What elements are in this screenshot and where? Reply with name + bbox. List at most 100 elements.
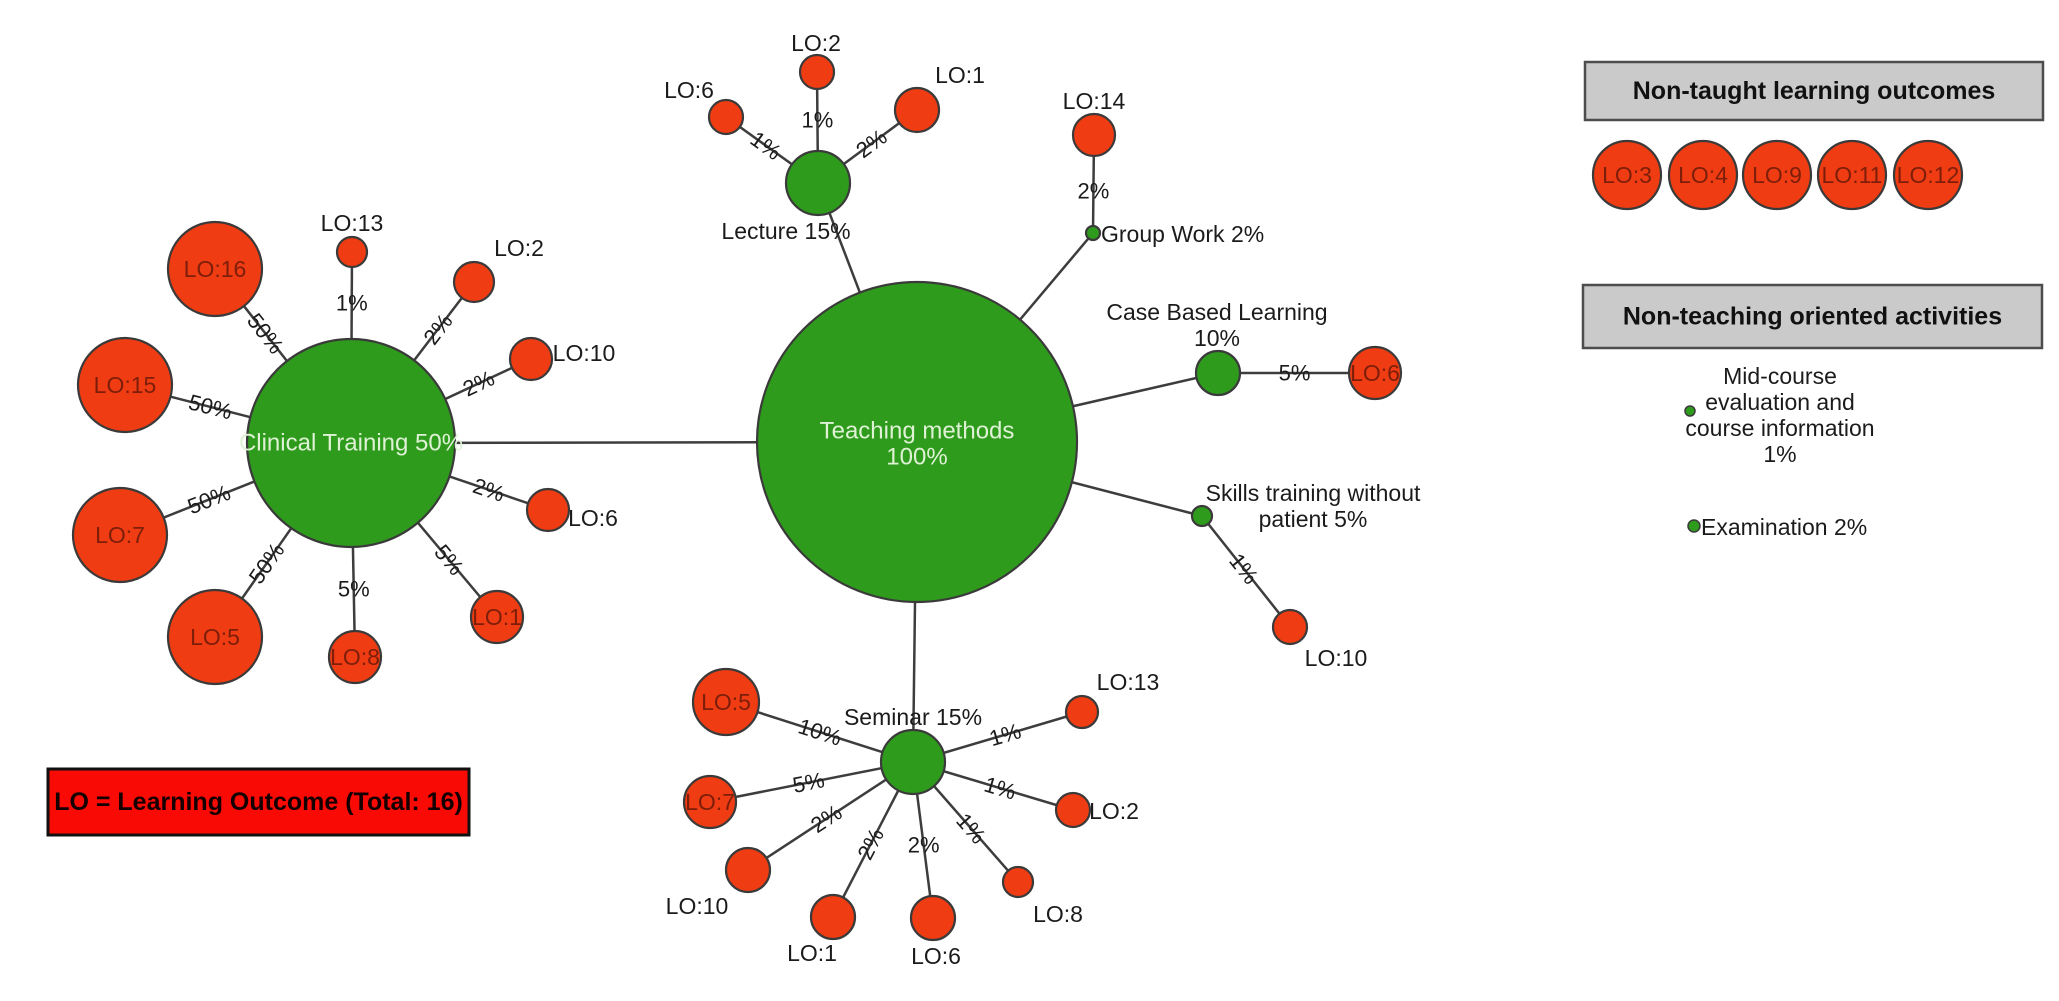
panel-title-1: Non-teaching oriented activities xyxy=(1623,303,2002,331)
edge-label-clinical-c15: 50% xyxy=(186,389,235,424)
node-label-casebased-line0: Case Based Learning xyxy=(1106,299,1327,325)
node-label-clinical: Clinical Training 50% xyxy=(239,430,463,457)
activity-dot-1 xyxy=(1687,519,1701,533)
panel-lo-label: LO:4 xyxy=(1678,162,1728,188)
node-label-se1: LO:1 xyxy=(787,940,837,966)
node-label-se6: LO:6 xyxy=(911,943,961,969)
edge-label-clinical-c1: 5% xyxy=(429,540,469,580)
edge-label-lecture-l2: 1% xyxy=(802,108,834,133)
node-label-c16: LO:16 xyxy=(184,256,247,282)
activity-dot-0 xyxy=(1684,405,1696,417)
edge-label-clinical-c7: 50% xyxy=(184,480,234,520)
hub-node-casebased xyxy=(1194,349,1242,397)
node-label-l1: LO:1 xyxy=(935,62,985,88)
panel-title-0: Non-taught learning outcomes xyxy=(1633,77,1996,105)
lo-node-cb6 xyxy=(1347,345,1403,401)
node-label-l6: LO:6 xyxy=(664,77,714,103)
panel-lo-node-lo-9 xyxy=(1741,139,1813,211)
node-label-groupwork: Group Work 2% xyxy=(1101,221,1264,247)
edge-label-casebased-cb6: 5% xyxy=(1279,361,1311,386)
edge-label-lecture-l1: 2% xyxy=(851,124,891,163)
node-label-c1: LO:1 xyxy=(472,604,522,630)
node-label-se5: LO:5 xyxy=(701,689,751,715)
panel-lo-node-lo-4 xyxy=(1667,139,1739,211)
lo-node-l6 xyxy=(707,98,745,136)
edge-label-groupwork-g14: 2% xyxy=(1078,178,1110,203)
activity-label-1-line0: Examination 2% xyxy=(1701,514,1867,540)
node-label-c2: LO:2 xyxy=(494,235,544,261)
edge-label-seminar-se2: 1% xyxy=(981,772,1019,805)
lo-node-c10 xyxy=(508,336,554,382)
lo-node-g14 xyxy=(1071,112,1117,158)
edge-label-clinical-c6: 2% xyxy=(470,473,508,507)
panel-lo-label: LO:12 xyxy=(1897,162,1960,188)
node-label-teaching-line0: Teaching methods xyxy=(820,418,1015,445)
lo-node-c1 xyxy=(469,589,525,645)
node-label-lecture: Lecture 15% xyxy=(721,218,850,244)
panel-lo-node-lo-12 xyxy=(1892,139,1964,211)
node-label-skills-line0: Skills training without xyxy=(1206,480,1421,506)
lo-node-se1 xyxy=(809,893,857,941)
node-label-c10: LO:10 xyxy=(553,340,616,366)
lo-node-l1 xyxy=(893,86,941,134)
hub-node-skills xyxy=(1190,504,1214,528)
lo-node-c16 xyxy=(166,220,264,318)
edge-label-seminar-se6: 2% xyxy=(908,832,940,857)
lo-node-c8 xyxy=(327,629,383,685)
hub-node-teaching xyxy=(755,280,1079,604)
activity-label-0-line2: course information xyxy=(1685,415,1874,441)
node-label-teaching-line1: 100% xyxy=(886,444,947,471)
activity-label-0-line0: Mid-course xyxy=(1723,363,1837,389)
edge-label-clinical-c8: 5% xyxy=(338,576,370,601)
lo-node-l2 xyxy=(798,53,836,91)
node-label-c6: LO:6 xyxy=(568,505,618,531)
legend-label: LO = Learning Outcome (Total: 16) xyxy=(54,788,463,816)
lo-node-se6 xyxy=(909,894,957,942)
lo-node-se5 xyxy=(691,667,761,737)
lo-node-se2 xyxy=(1054,791,1092,829)
node-label-casebased-line1: 10% xyxy=(1194,325,1240,351)
node-label-c8: LO:8 xyxy=(330,644,380,670)
node-label-se10: LO:10 xyxy=(666,893,729,919)
hub-node-clinical xyxy=(245,337,457,549)
lo-node-c13 xyxy=(335,235,369,269)
lo-node-se8 xyxy=(1001,865,1035,899)
edge-label-clinical-c13: 1% xyxy=(336,291,368,316)
node-label-seminar: Seminar 15% xyxy=(844,704,982,730)
node-label-g14: LO:14 xyxy=(1063,88,1126,114)
node-label-c5: LO:5 xyxy=(190,624,240,650)
panel-lo-node-lo-11 xyxy=(1816,139,1888,211)
lo-node-c6 xyxy=(525,487,571,533)
edge-label-seminar-se10: 2% xyxy=(806,800,846,838)
hub-node-lecture xyxy=(784,149,852,217)
hub-node-seminar xyxy=(879,728,947,796)
panel-lo-label: LO:3 xyxy=(1602,162,1652,188)
node-label-c7: LO:7 xyxy=(95,522,145,548)
legend-box xyxy=(46,767,471,837)
edge-label-clinical-c2: 2% xyxy=(418,309,457,349)
edge-label-seminar-se5: 10% xyxy=(795,714,845,751)
node-label-se2: LO:2 xyxy=(1089,798,1139,824)
activity-label-0-line1: evaluation and xyxy=(1705,389,1855,415)
panel-header-box-0 xyxy=(1583,60,2045,122)
edge-label-seminar-se7: 5% xyxy=(791,767,827,798)
panel-lo-label: LO:9 xyxy=(1752,162,1802,188)
edge-label-seminar-se13: 1% xyxy=(986,718,1024,751)
lo-node-c15 xyxy=(76,336,174,434)
lo-node-c5 xyxy=(166,588,264,686)
edge-label-seminar-se1: 2% xyxy=(852,824,889,864)
node-label-cb6: LO:6 xyxy=(1350,360,1400,386)
panel-lo-node-lo-3 xyxy=(1591,139,1663,211)
node-label-se7: LO:7 xyxy=(685,789,735,815)
edge-label-skills-s10: 1% xyxy=(1224,549,1263,589)
activity-label-0-line3: 1% xyxy=(1763,441,1796,467)
node-label-se8: LO:8 xyxy=(1033,901,1083,927)
edge-label-clinical-c16: 50% xyxy=(242,308,289,358)
lo-node-se13 xyxy=(1064,694,1100,730)
edge-label-clinical-c10: 2% xyxy=(459,365,498,401)
lo-node-s10 xyxy=(1271,608,1309,646)
node-label-skills-line1: patient 5% xyxy=(1259,506,1368,532)
node-label-c15: LO:15 xyxy=(94,372,157,398)
